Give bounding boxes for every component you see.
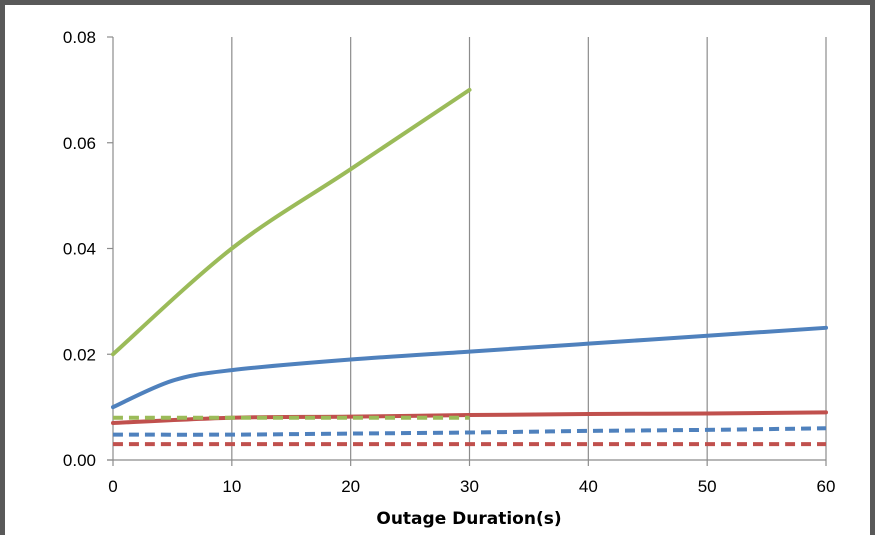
y-tick-label: 0.06 — [63, 134, 96, 153]
series-lines — [111, 87, 828, 447]
series-line-1-solid — [111, 87, 472, 357]
axes — [107, 36, 827, 466]
x-tick-label: 20 — [341, 477, 360, 496]
x-axis-title: Outage Duration(s) — [376, 509, 561, 529]
series-line-2-solid — [111, 325, 828, 410]
x-tick-label: 60 — [817, 477, 836, 496]
y-tick-labels: 0.00 0.02 0.04 0.06 0.08 — [63, 28, 96, 470]
y-tick-label: 0.04 — [63, 240, 96, 259]
y-tick-label: 0.08 — [63, 28, 96, 47]
x-tick-label: 30 — [460, 477, 479, 496]
x-tick-label: 10 — [222, 477, 241, 496]
x-tick-label: 0 — [108, 477, 117, 496]
x-tick-label: 50 — [698, 477, 717, 496]
x-tick-labels: 0 10 20 30 40 50 60 — [108, 477, 835, 496]
y-tick-label: 0.02 — [63, 345, 96, 364]
x-tick-label: 40 — [579, 477, 598, 496]
series-line-5-dashed — [112, 426, 827, 437]
gridlines — [231, 37, 827, 460]
y-tick-label: 0.00 — [63, 451, 96, 470]
